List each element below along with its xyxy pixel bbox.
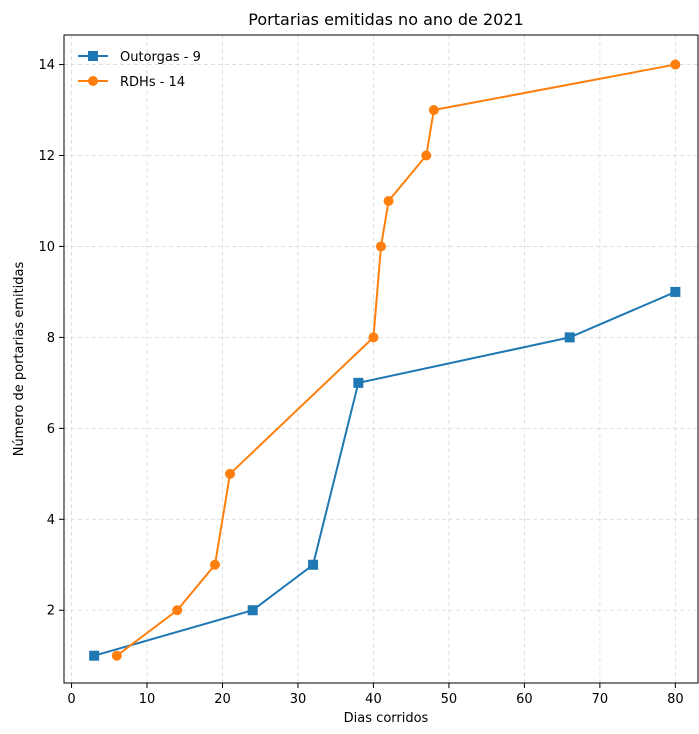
y-axis-ticks: 2 4 6 8 10 12 14 [38, 58, 64, 619]
legend-item-rdhs: RDHs - 14 [78, 75, 185, 90]
legend-marker-circle [88, 76, 98, 86]
grid-lines [64, 35, 698, 683]
series-layer [89, 59, 681, 661]
x-axis-label: Dias corridos [344, 711, 429, 726]
legend-label: Outorgas - 9 [120, 50, 201, 65]
data-point-outorgas [564, 332, 575, 343]
data-point-rdhs [225, 468, 236, 479]
data-point-rdhs [172, 605, 183, 616]
series-line-outorgas [93, 291, 676, 657]
data-point-outorgas [308, 559, 319, 570]
x-tick-label: 10 [139, 692, 156, 707]
x-tick-label: 30 [290, 692, 307, 707]
y-tick-label: 10 [38, 240, 55, 255]
y-tick-label: 14 [38, 58, 55, 73]
y-tick-label: 8 [47, 331, 55, 346]
series-outorgas [89, 286, 681, 661]
x-axis-ticks: 0 10 20 30 40 50 60 70 80 [67, 683, 684, 707]
data-point-outorgas [247, 605, 258, 616]
x-tick-label: 70 [592, 692, 609, 707]
data-point-outorgas [89, 650, 100, 661]
y-axis-label: Número de portarias emitidas [12, 261, 27, 456]
series-rdhs [111, 59, 681, 661]
data-point-outorgas [353, 377, 364, 388]
data-point-rdhs [428, 105, 439, 116]
y-tick-label: 2 [47, 604, 55, 619]
legend: Outorgas - 9 RDHs - 14 [78, 50, 201, 90]
y-tick-label: 12 [38, 149, 55, 164]
data-point-rdhs [383, 195, 394, 206]
data-point-rdhs [209, 559, 220, 570]
x-tick-label: 50 [441, 692, 458, 707]
chart-title: Portarias emitidas no ano de 2021 [248, 10, 523, 29]
data-point-outorgas [670, 286, 681, 297]
data-point-rdhs [111, 650, 122, 661]
data-point-rdhs [368, 332, 379, 343]
series-line-rdhs [116, 63, 676, 657]
y-tick-label: 6 [47, 422, 55, 437]
y-tick-label: 4 [47, 513, 55, 528]
legend-label: RDHs - 14 [120, 75, 185, 90]
legend-item-outorgas: Outorgas - 9 [78, 50, 201, 65]
x-tick-label: 80 [667, 692, 684, 707]
x-tick-label: 40 [365, 692, 382, 707]
data-point-rdhs [670, 59, 681, 70]
data-point-rdhs [421, 150, 432, 161]
x-tick-label: 0 [67, 692, 75, 707]
plot-frame [63, 34, 699, 684]
x-tick-label: 60 [516, 692, 533, 707]
data-point-rdhs [376, 241, 386, 252]
x-tick-label: 20 [214, 692, 231, 707]
legend-marker-square [88, 51, 98, 61]
